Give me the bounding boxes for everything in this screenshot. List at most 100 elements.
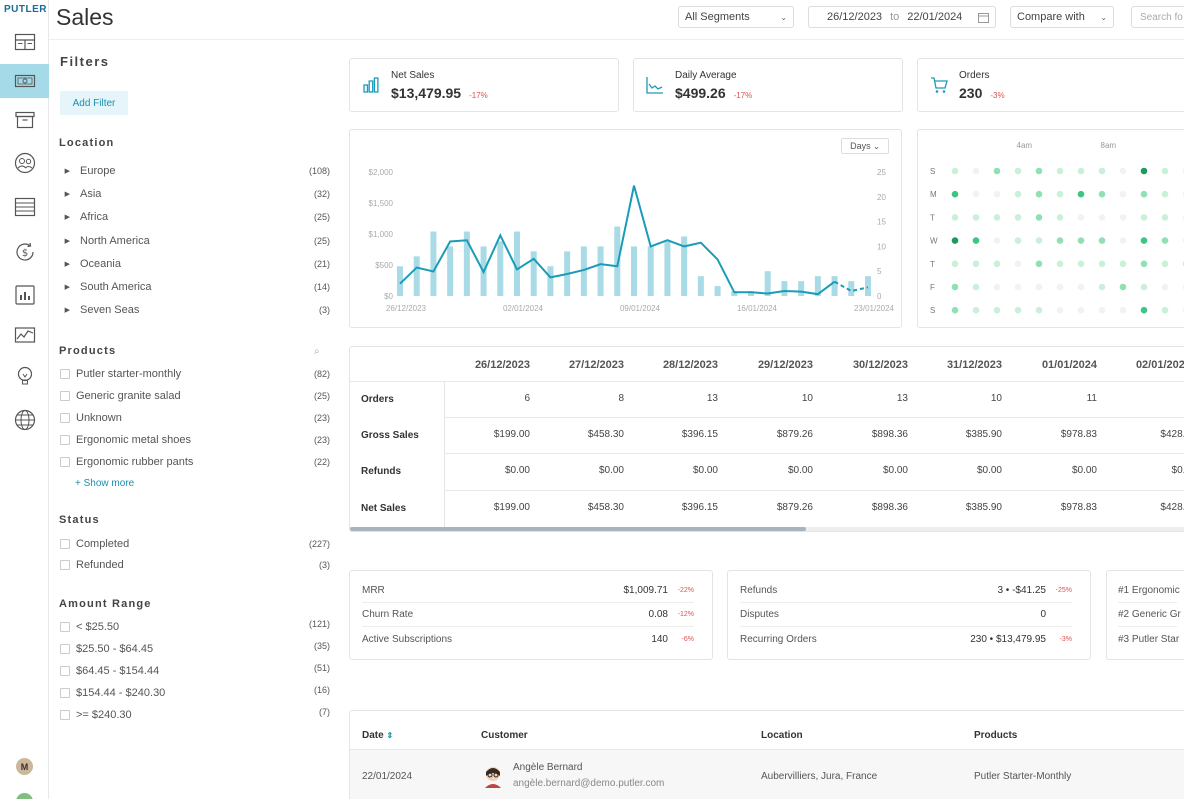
- heatmap-cell[interactable]: [1077, 237, 1085, 244]
- heatmap-cell[interactable]: [1140, 190, 1148, 198]
- sort-icon[interactable]: ⇕: [386, 731, 394, 740]
- top-product[interactable]: #2 Generic Gr: [1118, 603, 1181, 627]
- heatmap-cell[interactable]: [993, 306, 1001, 314]
- customer-column-header[interactable]: Customer: [481, 730, 528, 741]
- orders-bar[interactable]: [848, 281, 855, 296]
- heatmap-cell[interactable]: [1014, 260, 1022, 268]
- heatmap-cell[interactable]: [1161, 214, 1169, 221]
- checkbox[interactable]: [60, 457, 70, 467]
- heatmap-cell[interactable]: [1098, 306, 1106, 314]
- checkbox[interactable]: [60, 560, 70, 570]
- rail-insights[interactable]: [0, 318, 49, 352]
- heatmap-cell[interactable]: [1161, 167, 1169, 175]
- heatmap-cell[interactable]: [1140, 237, 1148, 244]
- search-input[interactable]: Search fo: [1131, 6, 1184, 28]
- heatmap-cell[interactable]: [1035, 237, 1043, 244]
- heatmap-cell[interactable]: [1098, 237, 1106, 244]
- rail-websites[interactable]: [0, 403, 49, 437]
- checkbox[interactable]: [60, 435, 70, 445]
- orders-bar[interactable]: [781, 281, 788, 296]
- heatmap-cell[interactable]: [1119, 167, 1127, 175]
- heatmap-cell[interactable]: [993, 190, 1001, 198]
- product-filter[interactable]: Putler starter-monthly (82): [50, 364, 330, 384]
- metric-row[interactable]: MRR $1,009.71 -22%: [362, 579, 694, 603]
- orders-bar[interactable]: [547, 266, 554, 296]
- orders-bar[interactable]: [430, 231, 437, 296]
- amount-filter[interactable]: $64.45 - $154.44 (51): [50, 661, 330, 681]
- orders-bar[interactable]: [497, 241, 504, 296]
- heatmap-cell[interactable]: [972, 167, 980, 175]
- segments-select[interactable]: All Segments ⌄: [678, 6, 794, 28]
- heatmap-cell[interactable]: [1161, 306, 1169, 314]
- heatmap-cell[interactable]: [951, 306, 959, 314]
- heatmap-cell[interactable]: [951, 190, 959, 198]
- add-filter-button[interactable]: Add Filter: [60, 91, 128, 115]
- heatmap-cell[interactable]: [1077, 260, 1085, 268]
- heatmap-cell[interactable]: [1056, 167, 1064, 175]
- orders-bar[interactable]: [514, 231, 520, 296]
- heatmap-cell[interactable]: [993, 283, 1001, 291]
- orders-bar[interactable]: [463, 231, 470, 296]
- amount-filter[interactable]: $25.50 - $64.45 (35): [50, 639, 330, 659]
- heatmap-cell[interactable]: [1077, 306, 1085, 314]
- orders-bar[interactable]: [530, 251, 537, 296]
- heatmap-cell[interactable]: [1035, 283, 1043, 291]
- orders-bar[interactable]: [798, 281, 805, 296]
- orders-bar[interactable]: [597, 246, 604, 296]
- heatmap-cell[interactable]: [1140, 167, 1148, 175]
- heatmap-cell[interactable]: [972, 214, 980, 221]
- rail-products[interactable]: [0, 103, 49, 137]
- heatmap-cell[interactable]: [1014, 283, 1022, 291]
- checkbox[interactable]: [60, 369, 70, 379]
- product-filter[interactable]: Ergonomic rubber pants (22): [50, 452, 330, 472]
- heatmap-cell[interactable]: [1098, 283, 1106, 291]
- rail-subscriptions[interactable]: $: [0, 235, 49, 269]
- location-item[interactable]: ▶ Asia (32): [50, 184, 330, 204]
- heatmap-cell[interactable]: [1035, 214, 1043, 221]
- search-icon[interactable]: ⌕: [314, 346, 320, 357]
- rail-ideas[interactable]: [0, 359, 49, 393]
- rail-transactions[interactable]: [0, 190, 49, 224]
- orders-bar[interactable]: [697, 276, 704, 296]
- rail-customers[interactable]: [0, 146, 49, 180]
- checkbox[interactable]: [60, 391, 70, 401]
- date-range-picker[interactable]: 26/12/2023 to 22/01/2024: [808, 6, 996, 28]
- orders-bar[interactable]: [865, 276, 871, 296]
- amount-filter[interactable]: >= $240.30 (7): [50, 705, 330, 725]
- metric-row[interactable]: Refunds 3 • -$41.25 -25%: [740, 579, 1072, 603]
- location-item[interactable]: ▶ Seven Seas (3): [50, 300, 330, 320]
- location-item[interactable]: ▶ Europe (108): [50, 161, 330, 181]
- heatmap-cell[interactable]: [972, 237, 980, 244]
- heatmap-cell[interactable]: [972, 283, 980, 291]
- checkbox[interactable]: [60, 710, 70, 720]
- orders-bar[interactable]: [731, 291, 738, 296]
- heatmap-cell[interactable]: [993, 167, 1001, 175]
- heatmap-cell[interactable]: [1161, 283, 1169, 291]
- table-scrollbar-thumb[interactable]: [350, 527, 806, 531]
- show-more-link[interactable]: + Show more: [75, 478, 135, 489]
- status-filter[interactable]: Completed (227): [50, 534, 330, 554]
- heatmap-cell[interactable]: [1014, 167, 1022, 175]
- checkbox[interactable]: [60, 539, 70, 549]
- heatmap-cell[interactable]: [1119, 306, 1127, 314]
- orders-bar[interactable]: [580, 246, 587, 296]
- orders-bar[interactable]: [814, 276, 821, 296]
- heatmap-cell[interactable]: [1035, 306, 1043, 314]
- heatmap-cell[interactable]: [1056, 283, 1064, 291]
- kpi-card-net-sales[interactable]: Net Sales $13,479.95 -17%: [349, 58, 619, 112]
- checkbox[interactable]: [60, 688, 70, 698]
- metric-row[interactable]: Churn Rate 0.08 -12%: [362, 603, 694, 627]
- heatmap-cell[interactable]: [993, 260, 1001, 268]
- orders-bar[interactable]: [681, 236, 688, 296]
- heatmap-cell[interactable]: [993, 237, 1001, 244]
- product-filter[interactable]: Unknown (23): [50, 408, 330, 428]
- heatmap-cell[interactable]: [1056, 260, 1064, 268]
- orders-bar[interactable]: [447, 246, 454, 296]
- orders-bar[interactable]: [413, 256, 420, 296]
- heatmap-cell[interactable]: [1077, 167, 1085, 175]
- location-item[interactable]: ▶ North America (25): [50, 231, 330, 251]
- heatmap-cell[interactable]: [1140, 260, 1148, 268]
- granularity-select[interactable]: Days ⌄: [841, 138, 889, 154]
- heatmap-cell[interactable]: [972, 306, 980, 314]
- heatmap-cell[interactable]: [993, 214, 1001, 221]
